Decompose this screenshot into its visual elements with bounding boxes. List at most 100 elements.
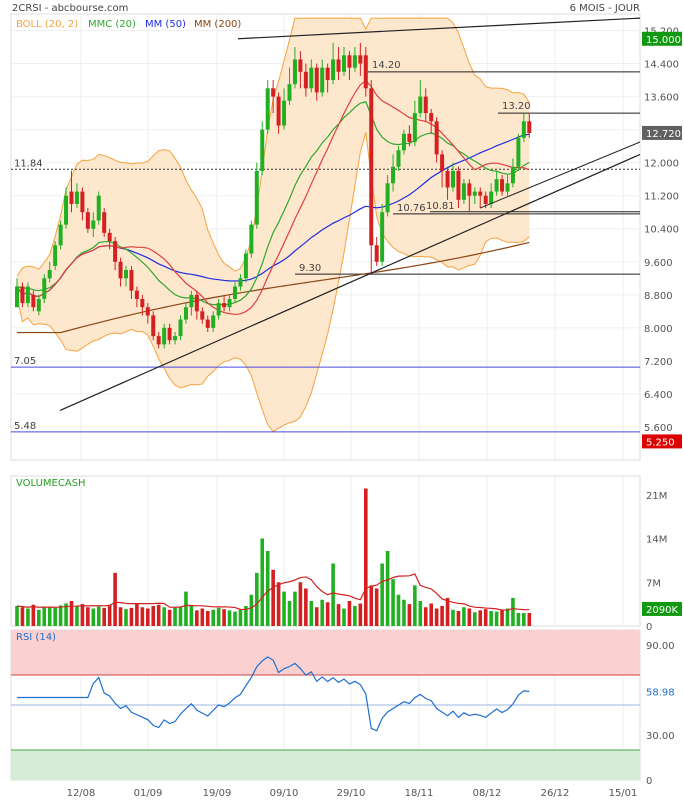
volume-bar	[331, 563, 335, 626]
candle-body	[183, 307, 188, 320]
candle-body	[478, 191, 483, 196]
volume-bar	[309, 601, 314, 626]
candle-body	[145, 307, 150, 316]
volume-bar	[178, 606, 183, 626]
candle-body	[472, 191, 477, 196]
price-tick: 13.600	[644, 93, 679, 104]
candle-body	[363, 55, 368, 89]
date-tick: 12/08	[67, 788, 96, 799]
date-tick: 18/11	[405, 788, 434, 799]
price-tick: 11.200	[644, 192, 679, 203]
price-label-box	[642, 31, 682, 46]
candle-body	[107, 232, 112, 242]
candle-body	[85, 212, 90, 229]
volume-bar	[325, 602, 330, 626]
legend-mm50: MM (50)	[145, 19, 186, 30]
volume-bar	[429, 603, 433, 626]
volume-bar	[451, 609, 455, 626]
candle-body	[124, 270, 128, 279]
volume-bar	[69, 601, 74, 626]
volume-bar	[304, 588, 308, 626]
candle-body	[516, 137, 521, 167]
rsi-overbought-zone	[11, 630, 640, 675]
rsi-tick: 0	[646, 776, 652, 787]
volume-bar	[413, 585, 417, 626]
candle-body	[80, 191, 85, 213]
candle-body	[325, 67, 330, 81]
candle-body	[254, 170, 259, 225]
legend-mm200: MM (200)	[194, 19, 241, 30]
price-tick: 9.600	[644, 258, 673, 269]
candle-body	[189, 294, 194, 308]
price-tick: 8.000	[644, 324, 673, 335]
volume-bar	[407, 604, 412, 626]
volume-last-label: 2090K	[646, 605, 678, 616]
date-tick: 08/12	[473, 788, 502, 799]
candle-body	[178, 319, 183, 337]
chart-source: 2CRSI - abcbourse.com	[12, 3, 128, 14]
volume-bar	[445, 597, 450, 626]
price-label-box	[642, 125, 682, 140]
boll-mid-line	[16, 79, 530, 316]
price-tick: 12.000	[644, 159, 679, 170]
volume-bar	[75, 606, 79, 626]
trendline	[237, 17, 641, 40]
volume-bar	[184, 591, 188, 626]
volume-bar	[402, 599, 406, 626]
volume-bar	[374, 588, 379, 626]
volume-bar	[238, 609, 243, 626]
volume-bar	[162, 607, 166, 626]
volume-bar	[271, 569, 275, 626]
volume-bar	[353, 606, 357, 626]
volume-bar	[473, 612, 477, 626]
volume-bar	[494, 611, 499, 626]
rsi-panel: 90.00 30.00 0 58.98	[11, 630, 682, 787]
volume-bar	[265, 551, 270, 626]
candle-body	[429, 113, 434, 122]
volume-bar	[124, 609, 128, 626]
annotation-label: 9.30	[299, 263, 321, 274]
volume-bar	[380, 563, 384, 626]
volume-bar	[156, 604, 161, 626]
candle-body	[96, 195, 101, 221]
volume-panel-frame	[10, 475, 641, 627]
volume-bar	[26, 608, 30, 626]
mm200-line	[17, 241, 530, 334]
candle-body	[369, 88, 374, 246]
rsi-tick: 90.00	[646, 641, 675, 652]
volume-tick: 7M	[646, 578, 661, 589]
volume-bar	[282, 591, 286, 626]
trendlines	[59, 17, 641, 411]
candle-body	[156, 336, 161, 345]
volume-bar	[189, 605, 194, 626]
candle-body	[238, 278, 243, 287]
volume-bar	[167, 609, 172, 626]
candle-body	[407, 133, 412, 143]
volume-bar	[151, 606, 156, 626]
volume-bar	[293, 591, 297, 626]
volume-bar	[47, 607, 52, 626]
volume-bar	[314, 607, 319, 626]
price-label-box	[642, 434, 682, 449]
rsi-last-label: 58.98	[646, 688, 675, 699]
price-tick: 10.400	[644, 225, 679, 236]
chart-period: 6 MOIS - JOUR	[570, 3, 640, 14]
candle-body	[412, 113, 417, 143]
candle-body	[358, 55, 363, 64]
volume-bar	[347, 601, 352, 626]
volume-bar	[423, 607, 428, 626]
candle-body	[505, 183, 510, 192]
candle-body	[113, 241, 118, 262]
volume-bar	[91, 608, 96, 626]
volume-bar	[37, 609, 41, 626]
candle-body	[260, 129, 265, 171]
date-tick: 26/12	[541, 788, 570, 799]
rsi-line	[17, 656, 530, 732]
annotation-label: 10.76	[397, 203, 426, 214]
volume-bar	[500, 609, 504, 626]
candle-body	[211, 315, 216, 328]
volume-bar	[385, 551, 390, 626]
volume-last-box	[642, 601, 682, 616]
annotation-label: 10.81	[426, 201, 455, 212]
